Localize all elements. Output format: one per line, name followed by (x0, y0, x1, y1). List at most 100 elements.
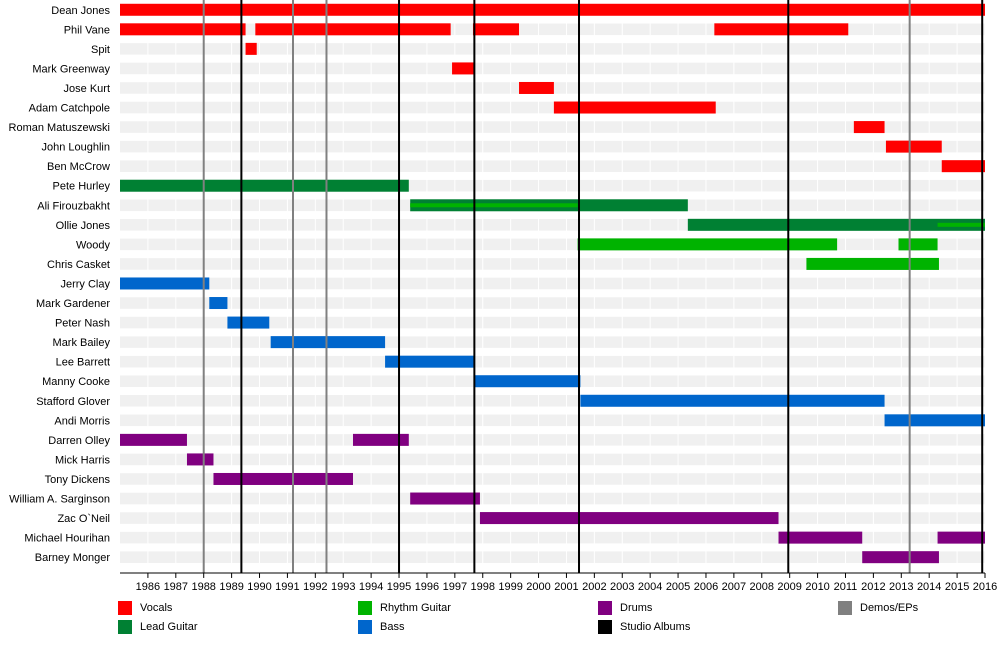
member-label: Spit (91, 44, 110, 56)
x-tick-label: 1989 (219, 581, 243, 593)
member-label: Jose Kurt (64, 83, 110, 95)
member-label: Mark Greenway (32, 63, 110, 75)
bar-bass (580, 394, 885, 407)
x-tick-label: 1999 (498, 581, 522, 593)
x-tick-label: 2015 (945, 581, 969, 593)
member-label: Mark Bailey (53, 337, 111, 349)
bar-vocals (120, 3, 985, 16)
member-label: Chris Casket (47, 259, 110, 271)
row-stripe (120, 355, 985, 368)
bar-rhythm (806, 257, 939, 270)
row-stripe (120, 179, 985, 192)
bar-bass (474, 375, 581, 388)
row-stripe (120, 277, 985, 290)
x-tick-label: 1987 (164, 581, 188, 593)
x-tick-label: 1993 (331, 581, 355, 593)
bar-vocals (853, 121, 885, 134)
member-label: Peter Nash (55, 318, 110, 330)
member-label: Zac O`Neil (57, 513, 110, 525)
bar-drums (937, 531, 985, 544)
row-stripe (120, 395, 985, 407)
bar-bass (227, 316, 270, 329)
bar-drums (213, 472, 353, 485)
bar-lead (687, 218, 985, 231)
x-tick-label: 1994 (359, 581, 383, 593)
member-label: Adam Catchpole (29, 103, 110, 115)
row-stripe (120, 551, 985, 563)
bar-bass (270, 336, 386, 349)
member-label: Darren Olley (48, 435, 110, 447)
x-tick-label: 1998 (470, 581, 494, 593)
x-tick-label: 1988 (191, 581, 215, 593)
bar-vocals (553, 101, 716, 114)
member-label: Stafford Glover (36, 396, 110, 408)
x-tick-label: 2011 (834, 581, 858, 593)
member-label: Roman Matuszewski (9, 122, 110, 134)
x-tick-label: 2005 (666, 581, 690, 593)
row-stripe (120, 23, 985, 36)
bar-bass (385, 355, 475, 368)
member-label: John Loughlin (41, 142, 110, 154)
member-label: Lee Barrett (56, 357, 110, 369)
bar-vocals (885, 140, 942, 153)
member-label: William A. Sarginson (9, 494, 110, 506)
x-tick-label: 2007 (722, 581, 746, 593)
row-stripe (120, 434, 985, 446)
bar-vocals (120, 23, 246, 36)
row-stripe (120, 43, 985, 55)
bar-rhythm (577, 238, 838, 251)
member-label: Mick Harris (55, 454, 110, 466)
bar-secondary-rhythm (937, 222, 985, 227)
x-tick-label: 1996 (415, 581, 439, 593)
x-tick-label: 2002 (582, 581, 606, 593)
row-stripe (120, 531, 985, 544)
bar-drums (778, 531, 863, 544)
member-label: Ollie Jones (56, 220, 111, 232)
row-stripe (120, 453, 985, 466)
bar-vocals (519, 81, 554, 94)
x-tick-label: 1991 (275, 581, 299, 593)
member-label: Michael Hourihan (24, 533, 110, 545)
member-label: Dean Jones (51, 5, 110, 17)
x-tick-label: 2008 (750, 581, 774, 593)
bar-vocals (452, 62, 475, 75)
bar-vocals (714, 23, 849, 36)
x-tick-label: 2004 (638, 581, 662, 593)
bar-vocals (255, 23, 451, 36)
bar-drums (186, 453, 214, 466)
bar-drums (862, 551, 939, 564)
x-tick-label: 2010 (805, 581, 829, 593)
x-tick-label: 1992 (303, 581, 327, 593)
x-tick-label: 1997 (443, 581, 467, 593)
x-tick-label: 2014 (917, 581, 941, 593)
x-tick-label: 1995 (387, 581, 411, 593)
member-label: Andi Morris (54, 415, 110, 427)
row-stripe (120, 101, 985, 114)
bar-lead (120, 179, 409, 192)
member-label: Ben McCrow (47, 161, 110, 173)
member-label: Ali Firouzbakht (37, 200, 110, 212)
row-stripe (120, 121, 985, 133)
row-stripe (120, 219, 985, 231)
row-stripe (120, 258, 985, 270)
bar-bass (209, 297, 228, 310)
x-tick-label: 2013 (889, 581, 913, 593)
bar-drums (410, 492, 480, 505)
x-tick-label: 2003 (610, 581, 634, 593)
bar-vocals (245, 42, 257, 55)
bar-drums (352, 433, 409, 446)
bar-bass (884, 414, 985, 427)
row-stripe (120, 62, 985, 75)
row-stripe (120, 473, 985, 485)
x-tick-label: 2012 (861, 581, 885, 593)
member-label: Tony Dickens (45, 474, 111, 486)
bar-secondary-rhythm (410, 203, 578, 208)
row-stripe (120, 414, 985, 427)
member-label: Barney Monger (35, 552, 111, 564)
x-tick-label: 2006 (694, 581, 718, 593)
bar-drums (120, 433, 187, 446)
bar-vocals (472, 23, 520, 36)
member-label: Mark Gardener (36, 298, 110, 310)
row-stripe (120, 492, 985, 505)
x-tick-label: 1986 (136, 581, 160, 593)
